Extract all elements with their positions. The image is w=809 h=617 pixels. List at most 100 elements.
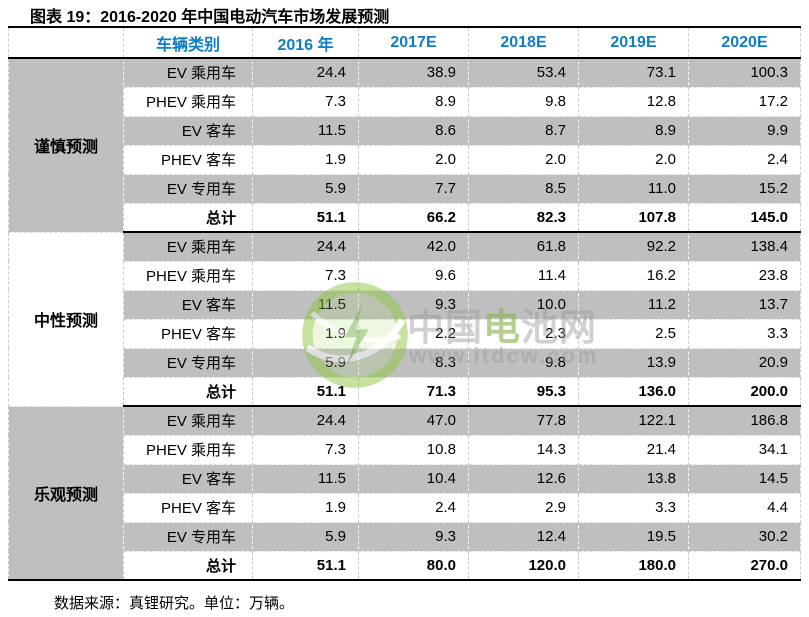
vehicle-type-cell: EV 客车	[123, 115, 253, 145]
value-cell: 5.9	[252, 173, 359, 203]
vehicle-type-cell: PHEV 乘用车	[123, 260, 253, 290]
value-cell: 9.9	[688, 115, 801, 145]
value-cell: 8.3	[358, 347, 469, 377]
table-row: EV 专用车 5.9 9.3 12.4 19.5 30.2	[9, 521, 801, 551]
value-cell: 8.5	[468, 173, 579, 203]
table-row: EV 专用车 5.9 7.7 8.5 11.0 15.2	[9, 173, 801, 203]
value-cell: 2.4	[358, 492, 469, 522]
value-cell: 2.5	[578, 318, 689, 348]
value-cell: 8.7	[468, 115, 579, 145]
vehicle-type-cell: PHEV 乘用车	[123, 86, 253, 116]
table-row: PHEV 客车 1.9 2.0 2.0 2.0 2.4	[9, 144, 801, 174]
vehicle-type-cell: EV 专用车	[123, 173, 253, 203]
value-cell: 23.8	[688, 260, 801, 290]
value-cell: 11.5	[252, 289, 359, 319]
vehicle-type-cell: EV 客车	[123, 289, 253, 319]
header-2020e: 2020E	[688, 26, 801, 59]
value-cell: 10.4	[358, 463, 469, 493]
value-cell: 7.7	[358, 173, 469, 203]
value-cell: 42.0	[358, 231, 469, 261]
value-cell: 53.4	[468, 57, 579, 87]
value-cell: 138.4	[688, 231, 801, 261]
value-cell: 77.8	[468, 405, 579, 435]
value-cell: 8.9	[578, 115, 689, 145]
value-cell: 107.8	[578, 202, 689, 233]
value-cell: 2.4	[688, 144, 801, 174]
value-cell: 8.6	[358, 115, 469, 145]
source-note: 数据来源：真锂研究。单位：万辆。	[54, 595, 295, 612]
total-row: 总计 51.1 71.3 95.3 136.0 200.0	[9, 376, 801, 407]
value-cell: 9.8	[468, 86, 579, 116]
value-cell: 30.2	[688, 521, 801, 551]
value-cell: 80.0	[358, 550, 469, 581]
value-cell: 136.0	[578, 376, 689, 407]
vehicle-type-cell: EV 乘用车	[123, 57, 253, 87]
value-cell: 100.3	[688, 57, 801, 87]
value-cell: 11.5	[252, 115, 359, 145]
value-cell: 9.8	[468, 347, 579, 377]
value-cell: 24.4	[252, 405, 359, 435]
header-2016: 2016 年	[252, 26, 359, 59]
value-cell: 7.3	[252, 260, 359, 290]
value-cell: 1.9	[252, 492, 359, 522]
value-cell: 51.1	[252, 202, 359, 233]
table-row: 乐观预测 EV 乘用车 24.4 47.0 77.8 122.1 186.8	[8, 405, 801, 580]
value-cell: 10.0	[468, 289, 579, 319]
value-cell: 12.8	[578, 86, 689, 116]
value-cell: 21.4	[578, 434, 689, 464]
table-row: PHEV 乘用车 7.3 9.6 11.4 16.2 23.8	[9, 260, 801, 290]
value-cell: 11.2	[578, 289, 689, 319]
value-cell: 47.0	[358, 405, 469, 435]
table-row: PHEV 乘用车 7.3 10.8 14.3 21.4 34.1	[9, 434, 801, 464]
forecast-table: 车辆类别 2016 年 2017E 2018E 2019E 2020E 谨慎预测…	[8, 26, 801, 581]
value-cell: 16.2	[578, 260, 689, 290]
value-cell: 5.9	[252, 521, 359, 551]
total-row: 总计 51.1 66.2 82.3 107.8 145.0	[9, 202, 801, 233]
table-row: EV 专用车 5.9 8.3 9.8 13.9 20.9	[9, 347, 801, 377]
table-row: PHEV 客车 1.9 2.2 2.3 2.5 3.3	[9, 318, 801, 348]
value-cell: 73.1	[578, 57, 689, 87]
value-cell: 7.3	[252, 86, 359, 116]
value-cell: 14.3	[468, 434, 579, 464]
forecast-section-1: 谨慎预测 EV 乘用车 24.4 38.9 53.4 73.1 100.3 PHEV 乘用车 7…	[8, 57, 801, 233]
value-cell: 9.3	[358, 289, 469, 319]
vehicle-type-cell: PHEV 乘用车	[123, 434, 253, 464]
value-cell: 15.2	[688, 173, 801, 203]
value-cell: 8.9	[358, 86, 469, 116]
value-cell: 61.8	[468, 231, 579, 261]
value-cell: 71.3	[358, 376, 469, 407]
value-cell: 10.8	[358, 434, 469, 464]
table-row: PHEV 乘用车 7.3 8.9 9.8 12.8 17.2	[9, 86, 801, 116]
table-row: EV 客车 11.5 9.3 10.0 11.2 13.7	[9, 289, 801, 319]
value-cell: 1.9	[252, 318, 359, 348]
vehicle-type-cell: EV 专用车	[123, 347, 253, 377]
value-cell: 19.5	[578, 521, 689, 551]
value-cell: 120.0	[468, 550, 579, 581]
header-2018e: 2018E	[468, 26, 579, 59]
table-row: EV 客车 11.5 10.4 12.6 13.8 14.5	[9, 463, 801, 493]
forecast-section-3: 乐观预测 EV 乘用车 24.4 47.0 77.8 122.1 186.8 PHEV 乘用车…	[8, 405, 801, 581]
value-cell: 1.9	[252, 144, 359, 174]
scenario-cell: 谨慎预测	[8, 57, 124, 232]
value-cell: 34.1	[688, 434, 801, 464]
value-cell: 24.4	[252, 231, 359, 261]
value-cell: 11.0	[578, 173, 689, 203]
value-cell: 9.6	[358, 260, 469, 290]
vehicle-type-cell: EV 客车	[123, 463, 253, 493]
value-cell: 11.5	[252, 463, 359, 493]
scenario-cell: 乐观预测	[8, 405, 124, 580]
value-cell: 38.9	[358, 57, 469, 87]
value-cell: 17.2	[688, 86, 801, 116]
vehicle-type-cell: 总计	[123, 202, 253, 233]
table-header: 车辆类别 2016 年 2017E 2018E 2019E 2020E	[8, 26, 801, 59]
header-2017e: 2017E	[358, 26, 469, 59]
vehicle-type-cell: EV 乘用车	[123, 231, 253, 261]
value-cell: 2.0	[468, 144, 579, 174]
value-cell: 92.2	[578, 231, 689, 261]
value-cell: 2.0	[358, 144, 469, 174]
value-cell: 2.2	[358, 318, 469, 348]
value-cell: 3.3	[688, 318, 801, 348]
value-cell: 51.1	[252, 550, 359, 581]
value-cell: 13.8	[578, 463, 689, 493]
